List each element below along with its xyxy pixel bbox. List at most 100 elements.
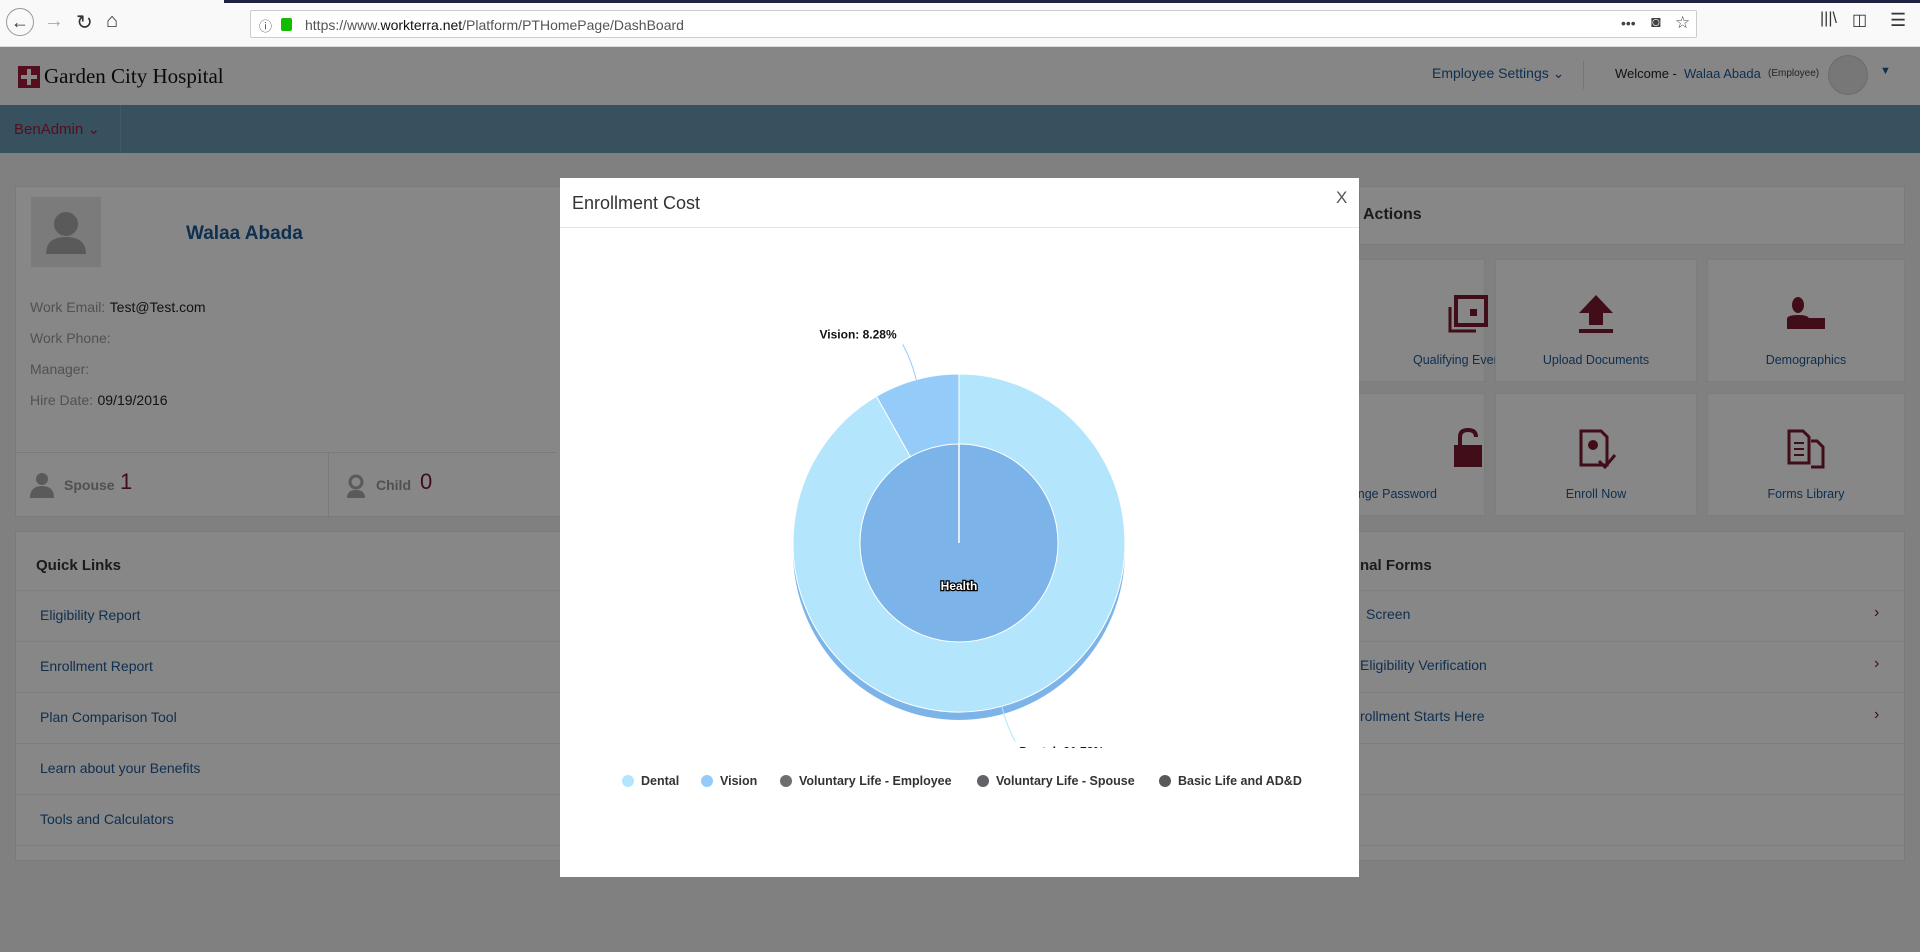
menu-icon[interactable]: ☰ xyxy=(1890,10,1907,30)
tile-label: Enroll Now xyxy=(1565,487,1627,501)
legend-item[interactable]: Voluntary Life - Spouse xyxy=(977,774,1135,788)
field-hire-date: Hire Date: 09/19/2016 xyxy=(30,392,168,408)
tile-upload-documents[interactable]: Upload Documents xyxy=(1495,259,1697,382)
data-label: Vision: 8.28% xyxy=(819,327,896,341)
tile-label: nge Password xyxy=(1357,487,1437,501)
field-work-phone: Work Phone: xyxy=(30,330,111,346)
tile-label: Upload Documents xyxy=(1542,353,1650,367)
forward-icon[interactable]: → xyxy=(44,10,64,32)
tile-label: Qualifying Event xyxy=(1412,353,1504,367)
hospital-cross-icon xyxy=(18,65,40,88)
browser-toolbar: ← → ↻ ⌂ ⓘ https://www.workterra.net/Plat… xyxy=(0,0,1920,47)
link-learn-benefits[interactable]: Learn about your Benefits xyxy=(40,760,201,776)
divider xyxy=(328,453,329,517)
spouse-label: Spouse xyxy=(64,477,115,493)
legend-marker-icon xyxy=(977,775,989,787)
form-link[interactable]: Eligibility Verification xyxy=(1360,657,1487,673)
data-label: Dental: 91.72% xyxy=(1019,745,1104,748)
more-icon[interactable]: ••• xyxy=(1621,15,1636,31)
employee-settings-menu[interactable]: Employee Settings ⌄ xyxy=(1432,65,1565,81)
legend-marker-icon xyxy=(622,775,634,787)
legend-item[interactable]: Dental xyxy=(622,774,679,788)
user-role: (Employee) xyxy=(1768,68,1820,79)
actions-header: Actions xyxy=(1359,186,1905,245)
child-icon xyxy=(346,472,366,498)
tab-strip-edge xyxy=(224,0,1920,3)
tile-enroll-now[interactable]: Enroll Now xyxy=(1495,393,1697,516)
dashboard: Garden City Hospital Employee Settings ⌄… xyxy=(0,47,1920,952)
caret-down-icon[interactable]: ▼ xyxy=(1880,65,1891,77)
user-name-link[interactable]: Walaa Abada xyxy=(1684,66,1761,81)
sidebar-icon[interactable]: ◫ xyxy=(1852,12,1868,29)
quick-links-title: Quick Links xyxy=(36,557,122,574)
site-header: Garden City Hospital Employee Settings ⌄… xyxy=(0,47,1920,105)
info-icon[interactable]: ⓘ xyxy=(259,19,273,34)
lock-icon xyxy=(281,18,292,31)
enrollment-cost-modal: Enrollment Cost X Dental: 91.72% Vision: … xyxy=(560,178,1359,877)
profile-fields: Work Email: Test@Test.com Work Phone: Ma… xyxy=(30,292,206,416)
legend-label: Voluntary Life - Employee xyxy=(799,774,952,788)
url-bar[interactable]: ⓘ https://www.workterra.net/Platform/PTH… xyxy=(250,10,1697,38)
link-eligibility-report[interactable]: Eligibility Report xyxy=(40,607,141,623)
actions-title: Actions xyxy=(1363,206,1422,223)
tile-forms-library[interactable]: Forms Library xyxy=(1707,393,1905,516)
spouse-count[interactable]: 1 xyxy=(120,469,133,494)
tile-demographics[interactable]: Demographics xyxy=(1707,259,1905,382)
back-icon[interactable]: ← xyxy=(6,8,34,36)
child-count[interactable]: 0 xyxy=(420,469,433,494)
benadmin-menu[interactable]: BenAdmin ⌄ xyxy=(14,121,100,138)
tile-label: Forms Library xyxy=(1767,487,1845,501)
nav-bar: BenAdmin ⌄ xyxy=(0,105,1920,153)
legend-item[interactable]: Voluntary Life - Employee xyxy=(780,774,952,788)
divider xyxy=(120,105,121,153)
link-enrollment-report[interactable]: Enrollment Report xyxy=(40,658,153,674)
star-icon[interactable]: ☆ xyxy=(1675,13,1691,32)
lock-icon xyxy=(1454,427,1482,467)
legend-marker-icon xyxy=(1159,775,1171,787)
divider xyxy=(16,452,556,453)
brand-name: Garden City Hospital xyxy=(44,64,224,88)
profile-name: Walaa Abada xyxy=(186,223,303,244)
legend-label: Vision xyxy=(720,774,758,788)
pocket-icon[interactable]: ◙ xyxy=(1651,14,1661,31)
divider xyxy=(560,227,1359,228)
welcome-label: Welcome - xyxy=(1615,66,1677,81)
link-plan-comparison[interactable]: Plan Comparison Tool xyxy=(40,709,177,725)
field-manager: Manager: xyxy=(30,361,90,377)
id-card-icon xyxy=(1787,297,1825,329)
spouse-icon xyxy=(30,472,54,498)
legend-marker-icon xyxy=(701,775,713,787)
field-work-email: Work Email: Test@Test.com xyxy=(30,299,206,315)
form-link[interactable]: rollment Starts Here xyxy=(1360,708,1485,724)
calendar-icon xyxy=(1448,295,1488,333)
reload-icon[interactable]: ↻ xyxy=(76,12,93,34)
legend-item[interactable]: Basic Life and AD&D xyxy=(1159,774,1302,788)
home-icon[interactable]: ⌂ xyxy=(106,10,119,32)
close-button[interactable]: X xyxy=(1336,188,1348,207)
logo: Garden City Hospital xyxy=(18,64,224,89)
modal-title: Enrollment Cost xyxy=(572,193,701,213)
enrollment-cost-pie-chart: Dental: 91.72% Vision: 8.28% Health xyxy=(792,327,1126,748)
profile-photo xyxy=(31,197,101,267)
chevron-right-icon[interactable]: › xyxy=(1874,655,1880,672)
upload-icon xyxy=(1579,295,1613,333)
data-label-connector xyxy=(1001,706,1016,742)
tile-label: Demographics xyxy=(1765,353,1847,367)
legend-label: Voluntary Life - Spouse xyxy=(996,774,1135,788)
documents-icon xyxy=(1787,429,1825,469)
legend-marker-icon xyxy=(780,775,792,787)
chevron-right-icon[interactable]: › xyxy=(1874,706,1880,723)
inner-label: Health xyxy=(941,579,978,593)
link-tools-calculators[interactable]: Tools and Calculators xyxy=(40,811,174,827)
avatar[interactable] xyxy=(1828,55,1868,95)
enroll-document-icon xyxy=(1579,429,1617,469)
divider xyxy=(1583,61,1584,89)
library-icon[interactable]: |||\ xyxy=(1820,10,1837,27)
forms-title: nal Forms xyxy=(1360,557,1432,574)
form-link[interactable]: Screen xyxy=(1366,606,1411,622)
data-label-connector xyxy=(902,344,917,380)
legend-label: Dental xyxy=(641,774,680,788)
legend-label: Basic Life and AD&D xyxy=(1178,774,1302,788)
chevron-right-icon[interactable]: › xyxy=(1874,604,1880,621)
legend-item[interactable]: Vision xyxy=(701,774,757,788)
